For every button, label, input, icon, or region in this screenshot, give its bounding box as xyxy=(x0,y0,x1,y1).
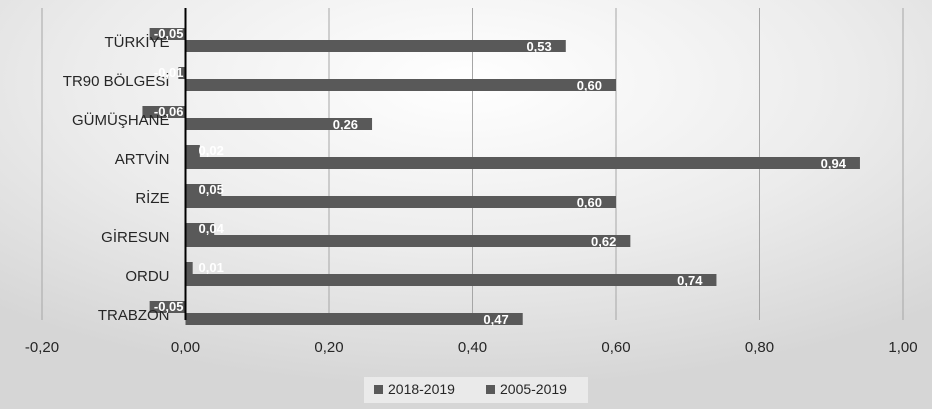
bar-2018-2019 xyxy=(178,67,186,79)
data-label-2005-2019: 0,94 xyxy=(821,156,847,171)
category-label: RİZE xyxy=(135,189,169,207)
x-tick-label: 0,40 xyxy=(458,339,487,356)
x-tick-label: -0,20 xyxy=(25,339,59,356)
bar-2005-2019 xyxy=(185,79,616,91)
bar-2005-2019 xyxy=(185,235,631,247)
category-label: TR90 BÖLGESİ xyxy=(63,72,170,90)
legend: 2018-2019 2005-2019 xyxy=(364,377,588,403)
data-label-2018-2019: 0,02 xyxy=(199,143,224,158)
data-label-2018-2019: 0,04 xyxy=(199,221,225,236)
category-label: ORDU xyxy=(125,268,169,285)
category-label: GİRESUN xyxy=(101,228,169,246)
bar-2005-2019 xyxy=(185,118,373,130)
bar-2005-2019 xyxy=(185,196,616,208)
data-label-2005-2019: 0,26 xyxy=(333,117,358,132)
legend-label: 2005-2019 xyxy=(500,381,567,397)
bar-2005-2019 xyxy=(185,313,523,325)
x-tick-label: 0,00 xyxy=(171,339,200,356)
bars xyxy=(142,28,860,325)
bar-2005-2019 xyxy=(185,40,566,52)
legend-swatch xyxy=(486,385,495,394)
data-label-2005-2019: 0,60 xyxy=(577,195,602,210)
data-label-2018-2019: -0,06 xyxy=(154,104,184,119)
legend-box xyxy=(364,377,588,403)
data-label-2018-2019: 0,05 xyxy=(199,182,224,197)
data-label-2018-2019: -0,05 xyxy=(154,26,184,41)
bar-2018-2019 xyxy=(149,301,186,313)
data-label-2018-2019: 0,01 xyxy=(199,260,224,275)
data-label-2005-2019: 0,74 xyxy=(677,273,703,288)
bar-2018-2019 xyxy=(142,106,186,118)
category-label: GÜMÜŞHANE xyxy=(72,111,170,129)
data-label-2005-2019: 0,60 xyxy=(577,78,602,93)
data-labels: -0,05 0,53 -0,01 0,60 -0,06 0,26 0,02 0,94 0,05 0… xyxy=(154,26,847,327)
data-label-2005-2019: 0,62 xyxy=(591,234,616,249)
category-label: ARTVİN xyxy=(115,150,170,168)
data-label-2018-2019: -0,01 xyxy=(154,65,184,80)
x-tick-label: 0,60 xyxy=(601,339,630,356)
data-label-2018-2019: -0,05 xyxy=(154,299,184,314)
bar-2018-2019 xyxy=(185,262,193,274)
bar-2005-2019 xyxy=(185,157,860,169)
data-label-2005-2019: 0,47 xyxy=(483,312,508,327)
legend-label: 2018-2019 xyxy=(388,381,455,397)
bar-2005-2019 xyxy=(185,274,717,286)
bar-2018-2019 xyxy=(185,145,200,157)
bar-2018-2019 xyxy=(185,223,215,235)
category-label: TÜRKİYE xyxy=(104,33,169,51)
legend-swatch xyxy=(374,385,383,394)
x-tick-label: 0,20 xyxy=(314,339,343,356)
x-tick-label: 0,80 xyxy=(745,339,774,356)
category-label: TRABZON xyxy=(98,307,170,324)
bar-2018-2019 xyxy=(185,184,222,196)
bar-2018-2019 xyxy=(149,28,186,40)
x-tick-labels: -0,20 0,00 0,20 0,40 0,60 0,80 1,00 xyxy=(25,339,918,356)
data-label-2005-2019: 0,53 xyxy=(526,39,551,54)
x-tick-label: 1,00 xyxy=(888,339,917,356)
category-labels: TÜRKİYE TR90 BÖLGESİ GÜMÜŞHANE ARTVİN RİZE Gİ… xyxy=(63,33,170,324)
